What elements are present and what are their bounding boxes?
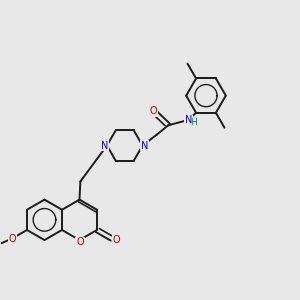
- Text: O: O: [150, 106, 158, 116]
- Text: O: O: [112, 235, 120, 245]
- Text: N: N: [184, 115, 192, 125]
- Text: N: N: [141, 140, 148, 151]
- Text: O: O: [76, 237, 84, 248]
- Text: O: O: [8, 233, 16, 244]
- Text: H: H: [190, 118, 197, 127]
- Text: N: N: [101, 140, 108, 151]
